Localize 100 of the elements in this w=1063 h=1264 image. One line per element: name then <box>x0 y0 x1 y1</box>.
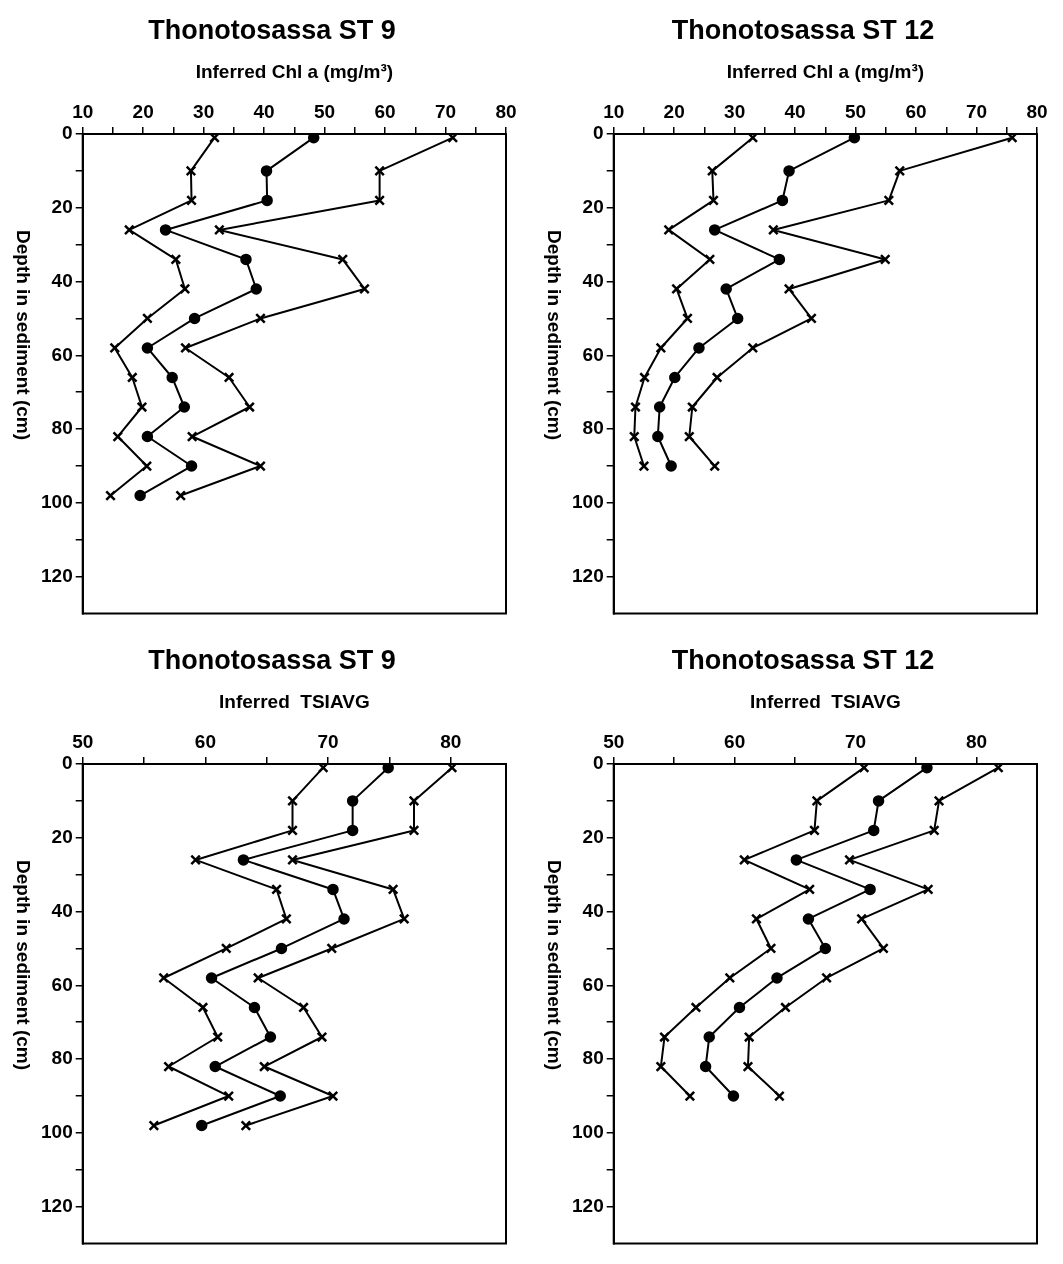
x-tick-label: 70 <box>845 730 867 752</box>
point <box>773 253 786 265</box>
point <box>894 164 906 176</box>
point <box>703 1030 715 1043</box>
point <box>197 1001 209 1013</box>
y-tick-label: 20 <box>582 825 604 847</box>
point <box>693 341 705 354</box>
point <box>264 1030 277 1043</box>
point <box>669 371 681 383</box>
point <box>709 460 721 472</box>
point <box>773 1090 785 1102</box>
y-tick-label: 40 <box>582 899 604 921</box>
x-tick-label: 30 <box>724 100 746 122</box>
point <box>275 942 288 954</box>
point <box>141 460 153 472</box>
point <box>205 971 218 984</box>
point <box>240 1119 252 1131</box>
point <box>933 794 945 806</box>
point <box>346 794 359 807</box>
point <box>287 853 298 865</box>
point <box>258 1060 270 1072</box>
point <box>112 430 124 442</box>
point <box>742 1060 754 1072</box>
y-tick-label: 100 <box>41 1120 73 1142</box>
x-axis-title: Inferred Chl a (mg/m³) <box>195 60 394 82</box>
point <box>883 194 895 206</box>
point <box>706 164 718 176</box>
y-tick-label: 60 <box>582 343 604 365</box>
point <box>708 223 721 236</box>
chart-title: Thonotosassa ST 9 <box>148 14 396 45</box>
point <box>195 1119 208 1131</box>
point <box>359 282 370 294</box>
point <box>790 853 803 866</box>
point <box>872 794 885 807</box>
point <box>186 194 198 206</box>
point <box>765 942 777 954</box>
point <box>166 371 178 383</box>
point <box>767 223 779 235</box>
point <box>783 164 795 177</box>
point <box>179 282 191 294</box>
point <box>683 430 695 442</box>
y-tick-label: 40 <box>51 269 73 291</box>
chart-title: Thonotosassa ST 9 <box>148 644 396 675</box>
point <box>733 1001 746 1013</box>
point <box>629 401 641 412</box>
x-axis-title: Inferred Chl a (mg/m³) <box>726 60 925 82</box>
point <box>260 164 273 177</box>
point <box>327 883 339 895</box>
point <box>783 282 795 294</box>
point <box>337 253 349 265</box>
point <box>699 1060 712 1072</box>
point <box>747 341 759 353</box>
point <box>326 942 338 954</box>
x-tick-label: 80 <box>1026 100 1048 122</box>
point <box>212 1031 224 1042</box>
x-tick-label: 60 <box>374 100 396 122</box>
point <box>928 824 940 836</box>
y-tick-label: 40 <box>582 269 604 291</box>
y-tick-label: 80 <box>51 416 73 438</box>
x-tick-label: 40 <box>784 100 806 122</box>
x-tick-label: 20 <box>663 100 685 122</box>
y-tick-label: 120 <box>572 564 604 586</box>
point <box>298 1001 310 1013</box>
point <box>704 253 716 265</box>
point <box>250 282 262 295</box>
y-tick-label: 40 <box>51 899 73 921</box>
point <box>398 912 410 924</box>
y-tick-label: 0 <box>62 121 73 143</box>
y-tick-label: 60 <box>582 973 604 995</box>
x-tick-label: 60 <box>905 100 927 122</box>
y-tick-label: 20 <box>51 825 73 847</box>
x-tick-label: 20 <box>132 100 154 122</box>
x-tick-label: 50 <box>845 100 867 122</box>
point <box>808 824 820 836</box>
y-tick-label: 80 <box>51 1046 73 1068</box>
x-tick-label: 60 <box>724 730 746 752</box>
point <box>743 1031 755 1042</box>
y-tick-label: 80 <box>582 1046 604 1068</box>
point <box>163 1060 175 1072</box>
point <box>136 401 148 412</box>
point <box>856 912 868 924</box>
point <box>220 942 232 954</box>
point <box>628 430 640 442</box>
point <box>105 489 117 501</box>
point <box>109 341 121 353</box>
y-tick-label: 20 <box>582 195 604 217</box>
point <box>280 912 292 924</box>
y-axis-title: Depth in sediment (cm) <box>543 228 565 441</box>
point <box>209 1060 221 1072</box>
x-tick-label: 80 <box>440 730 462 752</box>
point <box>665 459 677 472</box>
y-tick-label: 0 <box>62 751 73 773</box>
point <box>178 400 191 413</box>
point <box>244 401 256 412</box>
x-axis-title: Inferred TSIAVG <box>219 690 370 712</box>
point <box>338 912 350 925</box>
point <box>408 824 420 836</box>
point <box>652 430 664 442</box>
y-axis-title: Depth in sediment (cm) <box>543 858 565 1071</box>
point <box>374 164 386 176</box>
